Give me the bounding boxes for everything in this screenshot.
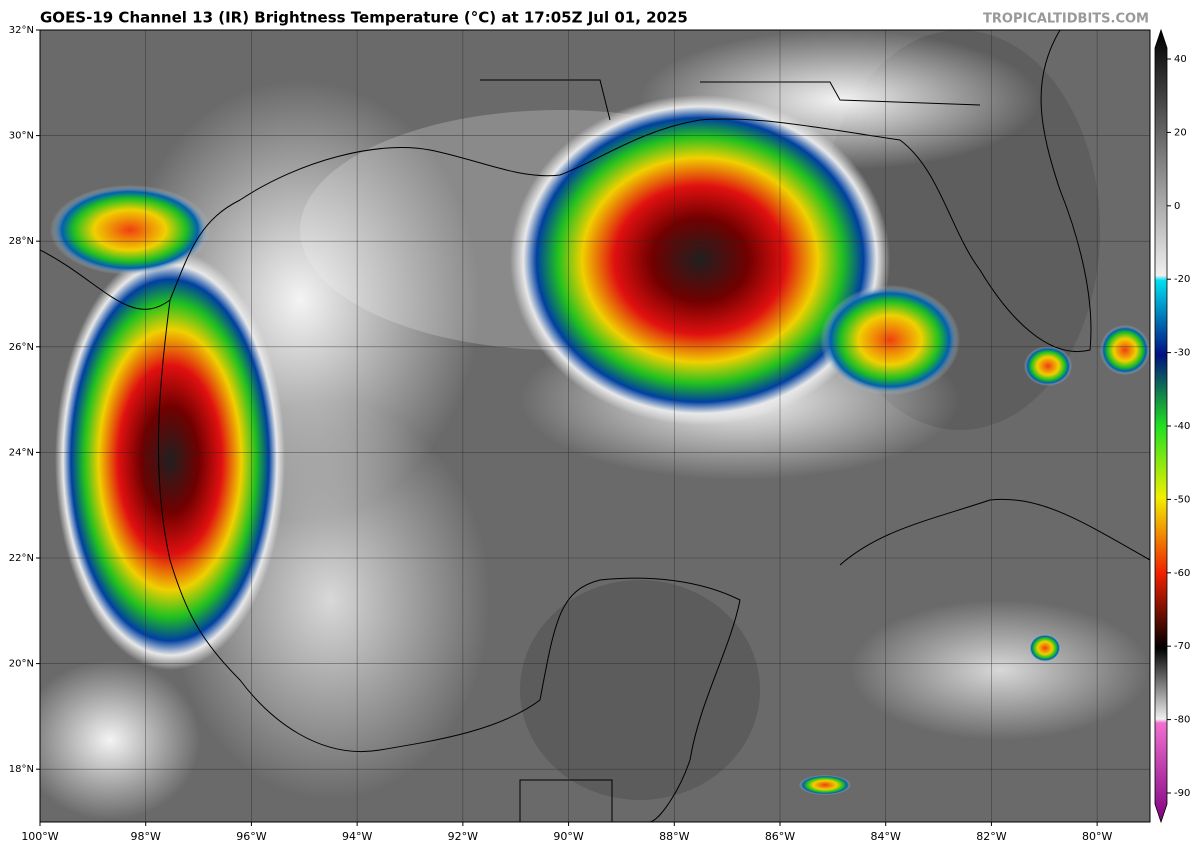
y-tick-label: 30°N [9,131,34,142]
x-tick-label: 100°W [21,830,58,843]
x-tick-label: 88°W [659,830,689,843]
y-tick-label: 24°N [9,447,34,458]
colorbar-label: -20 [1174,274,1190,285]
x-tick-label: 94°W [342,830,372,843]
x-tick-label: 84°W [871,830,901,843]
y-tick-label: 22°N [9,553,34,564]
map-frame [39,29,1151,823]
y-tick-label: 18°N [9,764,34,775]
colorbar-label: 20 [1174,127,1187,138]
x-tick-label: 92°W [448,830,478,843]
colorbar-label: 40 [1174,54,1187,65]
colorbar-label: -60 [1174,568,1190,579]
y-tick-label: 20°N [9,659,34,670]
satellite-image [40,30,1150,822]
y-tick-label: 26°N [9,342,34,353]
colorbar-label: -30 [1174,348,1190,359]
colorbar-label: -90 [1174,788,1190,799]
colorbar-label: -50 [1174,494,1190,505]
colorbar-label: -80 [1174,715,1190,726]
x-tick-label: 86°W [765,830,795,843]
x-tick-label: 82°W [976,830,1006,843]
title: GOES-19 Channel 13 (IR) Brightness Tempe… [40,9,688,27]
x-tick-label: 80°W [1082,830,1112,843]
y-tick-label: 28°N [9,236,34,247]
colorbar-label: -40 [1174,421,1190,432]
x-tick-label: 90°W [553,830,583,843]
x-tick-label: 96°W [236,830,266,843]
colorbar-label: -70 [1174,641,1190,652]
colorbar-label: 0 [1174,201,1180,212]
colorbar [1154,28,1168,824]
watermark: TROPICALTIDBITS.COM [983,12,1149,27]
y-tick-label: 32°N [9,25,34,36]
x-tick-label: 98°W [131,830,161,843]
